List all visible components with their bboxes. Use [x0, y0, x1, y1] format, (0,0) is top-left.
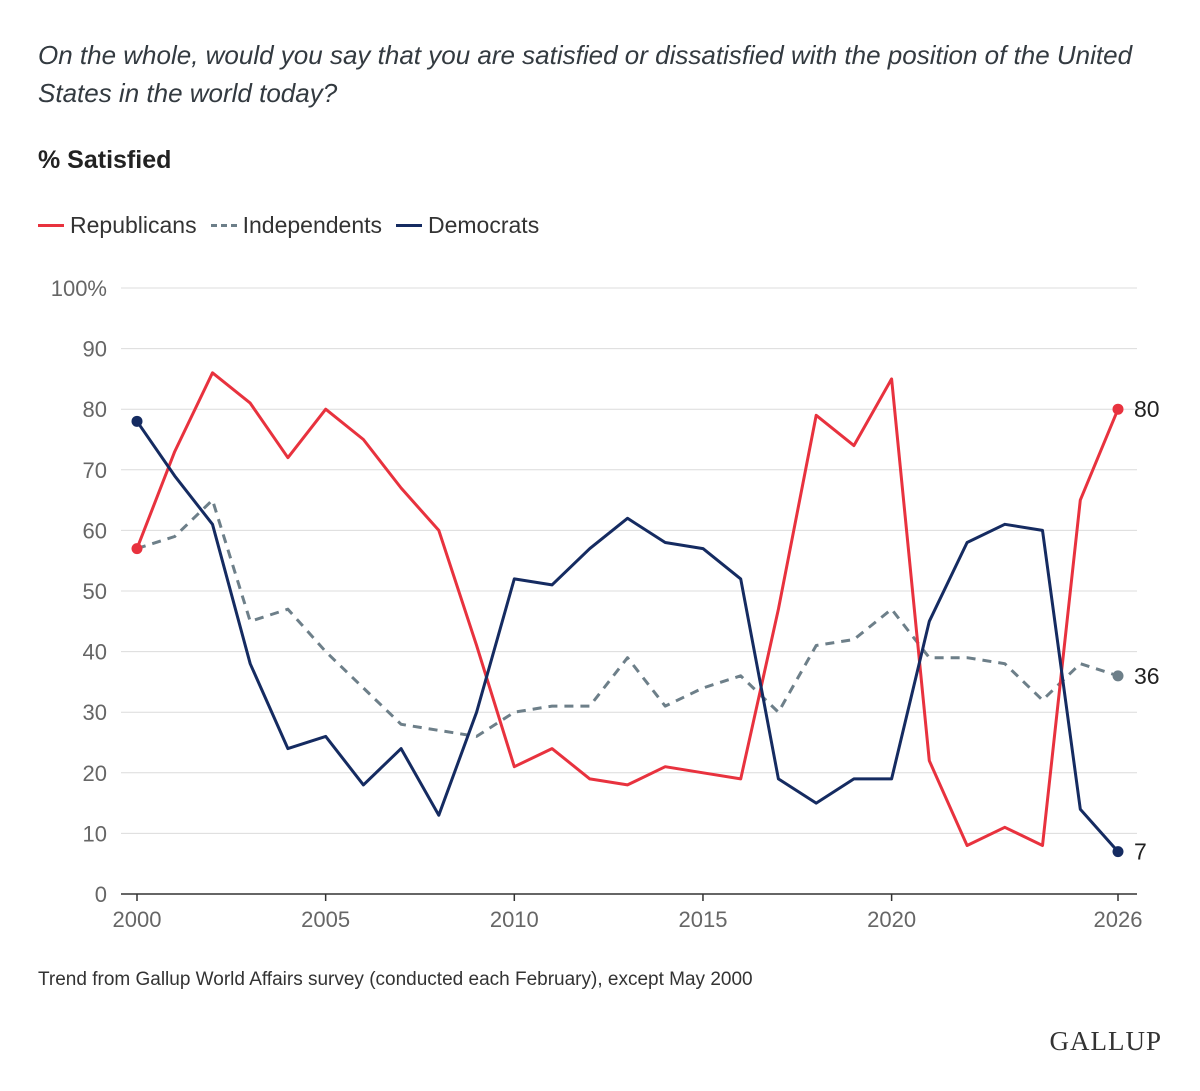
- y-tick-label: 30: [83, 700, 107, 725]
- x-tick-label: 2026: [1094, 907, 1143, 932]
- y-tick-label: 100%: [51, 276, 107, 301]
- end-point-republicans: [1112, 403, 1124, 415]
- chart-legend: Republicans Independents Democrats: [38, 212, 553, 239]
- end-point-independents: [1112, 670, 1124, 682]
- y-tick-label: 40: [83, 640, 107, 665]
- legend-label-independents: Independents: [242, 212, 382, 238]
- gallup-logo: GALLUP: [1049, 1026, 1162, 1056]
- series-line-democrats: [135, 419, 1120, 854]
- y-tick-label: 10: [83, 821, 107, 846]
- legend-swatch-democrats: [396, 224, 422, 227]
- series-line-independents: [136, 498, 1119, 738]
- y-tick-label: 80: [83, 397, 107, 422]
- x-tick-label: 2000: [113, 907, 162, 932]
- x-tick-label: 2020: [867, 907, 916, 932]
- source-note: Trend from Gallup World Affairs survey (…: [38, 969, 753, 990]
- end-label-republicans: 80: [1134, 396, 1160, 422]
- x-tick-label: 2010: [490, 907, 539, 932]
- legend-item-democrats: Democrats: [396, 212, 539, 239]
- y-tick-label: 50: [83, 579, 107, 604]
- legend-swatch-independents: [210, 224, 237, 227]
- y-tick-label: 60: [83, 518, 107, 543]
- end-label-democrats: 7: [1134, 839, 1147, 865]
- legend-item-independents: Independents: [210, 212, 382, 239]
- x-tick-label: 2015: [678, 907, 727, 932]
- line-chart: 0 10 20 30 40 50 60 70 80 90 100% 2000 2005 2010 2015 2…: [51, 276, 1160, 932]
- legend-item-republicans: Republicans: [38, 212, 197, 239]
- series-line-republicans: [135, 371, 1120, 847]
- start-point-republicans: [131, 543, 143, 555]
- end-point-democrats: [1112, 846, 1124, 858]
- legend-label-democrats: Democrats: [428, 212, 540, 238]
- chart-question: On the whole, would you say that you are…: [38, 40, 1133, 108]
- y-tick-label: 20: [83, 761, 107, 786]
- end-label-independents: 36: [1134, 663, 1160, 689]
- start-point-democrats: [131, 415, 143, 427]
- legend-swatch-republicans: [38, 224, 64, 227]
- y-tick-label: 70: [83, 458, 107, 483]
- legend-label-republicans: Republicans: [70, 212, 197, 238]
- y-tick-label: 0: [95, 882, 107, 907]
- chart-subtitle: % Satisfied: [38, 146, 172, 174]
- y-tick-label: 90: [83, 337, 107, 362]
- x-tick-label: 2005: [301, 907, 350, 932]
